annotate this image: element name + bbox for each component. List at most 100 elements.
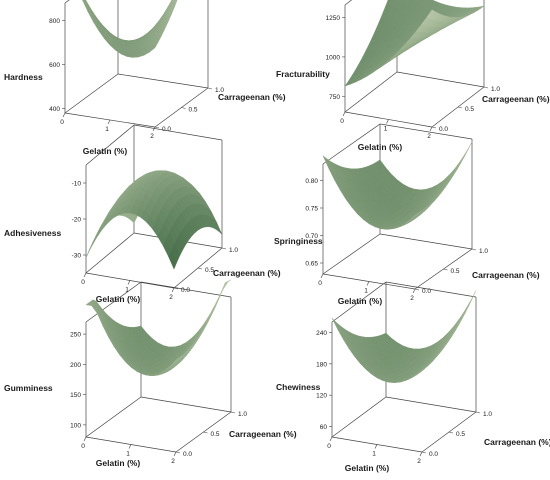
z-axis-title: Chewiness [276,382,321,392]
y-tick [421,451,427,454]
floor-edge [140,396,232,413]
z-tick-label: 0.70 [305,233,318,240]
z-tick-label: -10 [72,181,82,188]
y-tick-label: 0.5 [189,107,198,114]
x-tick-label: 1 [364,288,368,295]
z-tick-label: 250 [70,332,81,339]
floor-edge [85,396,142,438]
z-tick-label: 0.80 [305,178,318,185]
response-surface [344,0,485,87]
z-tick-label: 150 [70,392,81,399]
y-tick-label: 0.5 [451,268,460,275]
top-edge [331,281,387,323]
z-tick-label: 200 [70,362,81,369]
x-tick [412,288,416,294]
floor-edge [331,396,387,438]
y-tick-label: 0.5 [456,431,465,438]
y-tick-label: 0.0 [183,451,192,458]
y-tick-label: 0.0 [429,451,438,458]
surface-facet [96,221,106,238]
top-edge [85,124,135,166]
response-surface [85,279,232,376]
z-axis-title: Fracturability [276,69,330,79]
z-axis-title: Adhesiveness [4,228,61,238]
z-tick-label: 600 [49,62,60,69]
surface-plot-adhesiveness: 0 1 2 0.0 0.5 1.0 -30 -20 -10 Adhesiveness Gelatin… [4,124,281,304]
x-tick [171,287,175,293]
x-tick-label: 1 [384,126,388,133]
x-tick [419,451,423,457]
y-tick [221,247,227,250]
x-tick-label: 0 [318,280,322,287]
x-tick [128,444,132,449]
x-tick-label: 2 [417,458,421,465]
response-surface [82,0,178,58]
z-tick-label: 0.75 [305,206,318,213]
surface-facet [322,155,333,172]
top-edge [379,123,473,140]
y-tick-label: 1.0 [215,87,224,94]
floor-edge [385,396,477,413]
y-tick-label: 1.0 [479,248,488,255]
y-tick-label: 0.0 [422,288,431,295]
x-tick-label: 2 [427,133,431,140]
floor-edge [117,73,209,89]
y-tick [197,267,203,270]
x-tick-label: 1 [126,451,130,458]
y-tick [181,107,186,109]
x-tick-label: 0 [327,443,331,450]
y-axis-title: Carrageenan (%) [213,268,281,278]
surface-facet [85,239,95,258]
y-tick [471,248,477,251]
y-tick-label: 1.0 [238,411,247,418]
z-tick-label: 240 [316,330,327,337]
top-edge [322,123,381,165]
x-tick-label: 1 [105,126,109,133]
z-tick-label: -30 [72,253,82,260]
top-edge [140,281,232,298]
z-tick-label: 120 [316,393,327,400]
y-tick-label: 0.0 [181,287,190,294]
surface-facet [85,302,96,306]
x-tick [386,119,389,124]
y-tick [443,268,448,271]
y-tick-label: 1.0 [491,86,500,93]
x-tick-label: 2 [169,294,173,301]
y-tick [414,288,420,291]
response-surface [85,170,223,270]
x-tick [83,436,87,442]
y-axis-title: Carrageenan (%) [484,437,550,447]
y-tick-label: 0.5 [205,267,214,274]
floor-edge [85,232,135,274]
surface-facet [91,229,101,247]
x-tick [320,273,324,279]
floor-edge [322,233,381,275]
x-tick [366,281,370,286]
y-tick [154,126,160,129]
response-surface [331,290,477,383]
y-tick [475,411,481,414]
x-tick-label: 0 [340,118,344,125]
y-tick [483,86,489,89]
y-tick [448,431,454,434]
x-tick [62,112,66,118]
y-tick [203,431,208,434]
z-tick-label: 100 [70,422,81,429]
surface-facet [82,0,86,5]
x-tick [152,126,156,132]
y-tick-label: 0.0 [439,126,448,133]
x-tick [83,272,87,278]
x-axis-title: Gelatin (%) [345,463,390,473]
z-tick-label: 800 [49,18,60,25]
y-tick-label: 1.0 [483,411,492,418]
y-tick [230,411,236,414]
z-tick-label: 180 [316,361,327,368]
y-axis-title: Carrageenan (%) [482,94,550,104]
y-tick [173,287,179,290]
x-tick [329,436,333,442]
response-surface [322,141,473,230]
x-tick [429,126,433,132]
floor-edge [379,233,473,250]
surface-plot-fracturability: 0120.00.51.075010001250FracturabilityGel… [276,0,550,152]
z-tick-label: 1250 [326,15,341,22]
